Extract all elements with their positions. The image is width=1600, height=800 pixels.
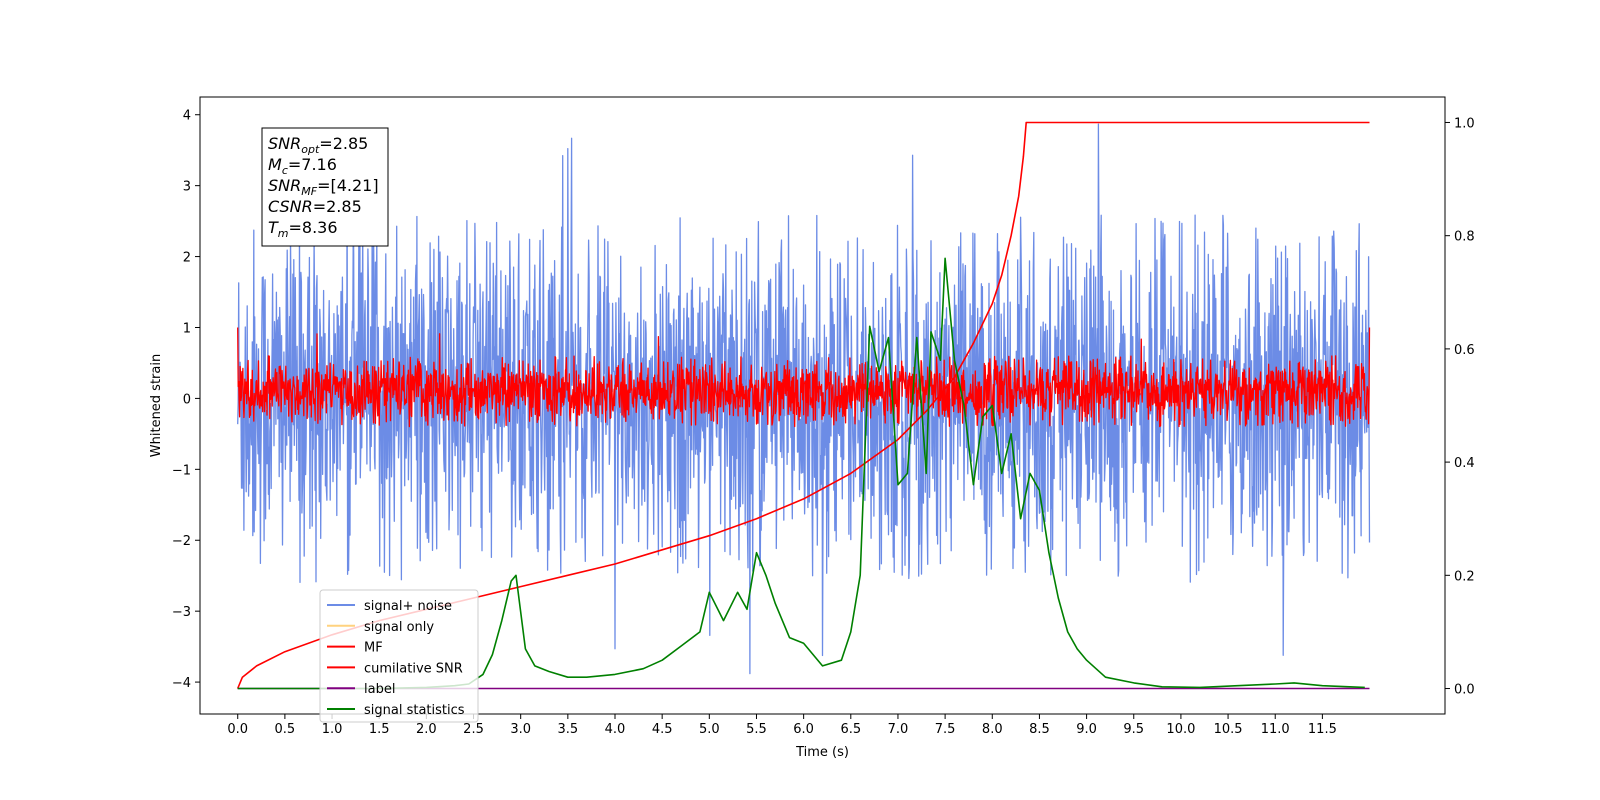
y2-tick-label: 0.6 <box>1454 343 1475 358</box>
x-tick-label: 2.0 <box>416 722 437 737</box>
legend-label: signal only <box>364 620 434 635</box>
annotation-line: SNRopt=2.85 <box>268 134 368 156</box>
y2-tick-label: 0.4 <box>1454 456 1475 471</box>
x-tick-label: 8.0 <box>982 722 1003 737</box>
legend-box <box>319 589 479 723</box>
x-tick-label: 11.0 <box>1261 722 1290 737</box>
y-axis-label: Whitened strain <box>149 354 164 457</box>
x-tick-label: 0.0 <box>227 722 248 737</box>
x-tick-label: 7.0 <box>888 722 909 737</box>
series-line-signal-noise <box>237 123 1371 675</box>
series-line-signal-statistics <box>237 257 1365 690</box>
annotation-line: SNRMF=[4.21] <box>268 176 379 198</box>
legend-label: MF <box>364 641 383 656</box>
x-tick-label: 8.5 <box>1029 722 1050 737</box>
x-tick-label: 1.5 <box>369 722 390 737</box>
y2-tick-label: 0.8 <box>1454 230 1475 245</box>
y-tick-label: 2 <box>183 251 191 266</box>
x-tick-label: 1.0 <box>322 722 343 737</box>
x-tick-label: 6.0 <box>793 722 814 737</box>
y2-tick-label: 0.2 <box>1454 569 1475 584</box>
legend-label: signal statistics <box>364 703 465 718</box>
x-tick-label: 2.5 <box>463 722 484 737</box>
x-tick-label: 4.5 <box>652 722 673 737</box>
y-tick-label: 3 <box>183 180 191 195</box>
y-tick-label: −4 <box>172 676 191 691</box>
x-tick-label: 10.0 <box>1166 722 1195 737</box>
annotation-box <box>261 127 389 247</box>
y-tick-label: −2 <box>172 534 191 549</box>
y-tick-label: 0 <box>183 392 191 407</box>
series-line-mf <box>237 327 1371 428</box>
y2-tick-label: 0.0 <box>1454 683 1475 698</box>
annotation-line: Tm=8.36 <box>268 218 338 240</box>
y-tick-label: −1 <box>172 463 191 478</box>
plot-frame <box>199 96 1446 715</box>
x-tick-label: 5.0 <box>699 722 720 737</box>
x-tick-label: 3.0 <box>510 722 531 737</box>
x-tick-label: 7.5 <box>935 722 956 737</box>
x-tick-label: 9.5 <box>1123 722 1144 737</box>
x-tick-label: 10.5 <box>1214 722 1243 737</box>
x-tick-label: 0.5 <box>275 722 296 737</box>
y-tick-label: −3 <box>172 605 191 620</box>
y2-tick-label: 1.0 <box>1454 116 1475 131</box>
annotation-line: Mc=7.16 <box>268 155 337 177</box>
x-axis-label: Time (s) <box>795 745 849 760</box>
x-tick-label: 6.5 <box>840 722 861 737</box>
x-tick-label: 5.5 <box>746 722 767 737</box>
y-tick-label: 4 <box>183 109 191 124</box>
x-tick-label: 9.0 <box>1076 722 1097 737</box>
y-tick-label: 1 <box>183 321 191 336</box>
x-tick-label: 4.0 <box>605 722 626 737</box>
legend-label: cumilative SNR <box>364 661 463 676</box>
annotation-line: CSNR=2.85 <box>268 197 362 216</box>
legend-label: label <box>364 682 395 697</box>
x-tick-label: 3.5 <box>557 722 578 737</box>
legend-label: signal+ noise <box>364 599 452 614</box>
x-tick-label: 11.5 <box>1308 722 1337 737</box>
